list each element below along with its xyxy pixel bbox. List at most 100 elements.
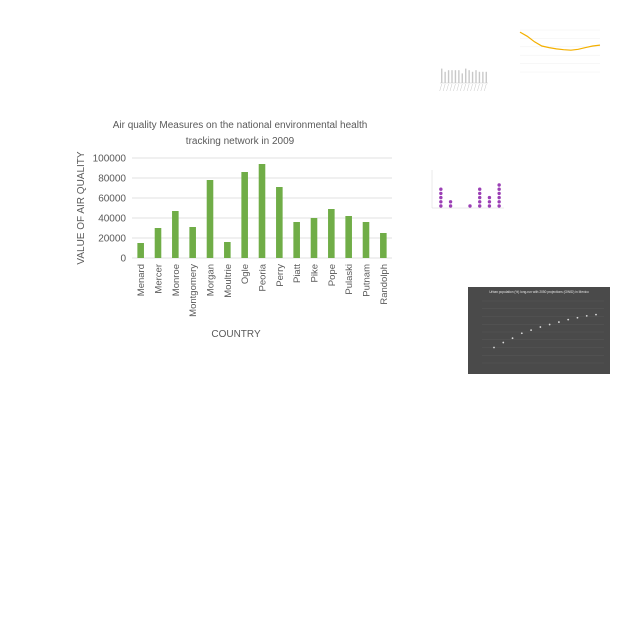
thumbnail-dot — [478, 187, 482, 191]
x-tick-label: Mercer — [154, 264, 165, 294]
thumbnail-dot — [439, 200, 443, 204]
thumbnail-dots — [431, 170, 504, 209]
thumbnail-bar — [468, 70, 470, 83]
chart-title-line-2: tracking network in 2009 — [186, 136, 295, 147]
thumbnail-dot — [468, 204, 472, 208]
y-tick-labels: 0 20000 40000 60000 80000 100000 — [93, 154, 127, 265]
thumbnail-bars — [439, 68, 488, 92]
thumbnail-tick-mark — [484, 83, 487, 92]
x-tick-label: Randolph — [379, 264, 390, 305]
thumbnail-dot — [478, 191, 482, 196]
y-axis-label: VALUE OF AIR QUALITY — [76, 151, 87, 265]
x-tick-label: Monroe — [171, 264, 182, 296]
thumbnail-line-chart — [519, 29, 601, 73]
dark-point — [530, 329, 532, 332]
thumbnail-dot — [439, 195, 443, 200]
thumbnail-tick-mark — [439, 83, 442, 92]
bar — [362, 222, 370, 258]
thumbnail-dot — [497, 183, 501, 187]
dark-chart-title: Urban population (%) long-run with 2050 … — [489, 290, 589, 294]
dark-chart-points — [493, 313, 597, 349]
x-tick-label: Pulaski — [344, 264, 355, 295]
thumbnail-dot — [439, 204, 443, 208]
dark-point — [595, 313, 597, 316]
thumbnail-bar — [482, 71, 484, 83]
thumbnail-dot — [478, 195, 482, 200]
y-tick-label: 60000 — [98, 194, 126, 205]
x-tick-label: Menard — [136, 264, 147, 296]
bar — [224, 242, 231, 258]
bars — [137, 164, 387, 258]
bar — [154, 228, 162, 258]
y-tick-label: 20000 — [98, 234, 126, 245]
bar — [241, 172, 248, 258]
thumbnail-tick-mark — [460, 83, 463, 92]
thumbnail-bar-chart — [439, 68, 488, 92]
bar — [206, 180, 214, 258]
dark-point — [585, 314, 588, 317]
thumbnail-line-series — [519, 31, 601, 51]
thumbnail-dot — [497, 200, 501, 204]
thumbnail-tick-mark — [442, 83, 446, 92]
y-tick-label: 80000 — [98, 174, 126, 185]
bar — [258, 164, 266, 258]
y-tick-label: 40000 — [98, 214, 126, 225]
thumbnail-dot — [497, 187, 501, 191]
y-tick-label: 100000 — [93, 154, 127, 165]
thumbnail-dot — [497, 195, 501, 200]
bar — [189, 227, 196, 258]
thumbnail-bar — [478, 71, 481, 83]
x-tick-label: Morgan — [206, 264, 217, 296]
x-axis-label: COUNTRY — [211, 329, 261, 340]
thumbnail-tick-mark — [463, 83, 466, 92]
dark-point — [511, 337, 514, 340]
dark-chart-background — [468, 287, 610, 374]
dark-point — [493, 346, 495, 349]
bar — [380, 233, 387, 258]
thumbnail-bar — [454, 70, 457, 83]
dark-point — [502, 341, 505, 344]
thumbnail-bar — [444, 71, 446, 83]
bar — [345, 216, 352, 258]
thumbnail-tick-mark — [446, 83, 449, 92]
thumbnail-dot-chart — [431, 170, 504, 209]
thumbnail-tick-mark — [480, 83, 484, 92]
thumbnail-bar — [465, 68, 467, 83]
thumbnail-tick-mark — [466, 83, 470, 92]
dark-point — [576, 316, 579, 319]
thumbnail-dot — [478, 200, 482, 204]
thumbnail-bar — [485, 71, 487, 83]
chart-title-line-1: Air quality Measures on the national env… — [113, 120, 368, 131]
thumbnail-dot — [448, 204, 453, 208]
thumbnail-tick-mark — [473, 83, 477, 92]
thumbnail-bar — [441, 68, 443, 83]
thumbnail-dark-scatter: Urban population (%) long-run with 2050 … — [468, 287, 610, 374]
x-tick-labels: Menard Mercer Monroe Montgomery Morgan Moultr… — [136, 263, 390, 317]
dark-chart-grid — [482, 300, 604, 364]
dark-point — [548, 323, 551, 326]
bar — [276, 187, 283, 258]
thumbnail-tick-mark — [470, 83, 473, 92]
y-tick-label: 0 — [120, 254, 126, 265]
bar — [172, 211, 179, 258]
x-tick-label: Ogle — [240, 264, 251, 284]
thumbnail-tick-mark — [456, 83, 460, 92]
x-tick-label: Piatt — [292, 264, 303, 283]
bar — [293, 222, 300, 258]
bar — [137, 243, 144, 258]
thumbnail-tick-mark — [449, 83, 453, 92]
thumbnail-bar — [451, 70, 453, 83]
x-tick-label: Perry — [275, 264, 286, 287]
thumbnail-tick-mark — [453, 83, 456, 92]
thumbnail-line-grid — [520, 29, 600, 73]
thumbnail-tick-mark — [477, 83, 480, 92]
thumbnail-dot — [497, 204, 501, 208]
thumbnail-bar — [461, 73, 463, 83]
thumbnail-dot — [487, 195, 492, 200]
thumbnail-bar — [471, 71, 474, 83]
thumbnail-dot — [439, 187, 443, 191]
bar — [310, 218, 318, 258]
thumbnail-dot — [448, 200, 453, 204]
thumbnail-dot — [497, 191, 501, 196]
thumbnail-bar — [458, 70, 460, 83]
